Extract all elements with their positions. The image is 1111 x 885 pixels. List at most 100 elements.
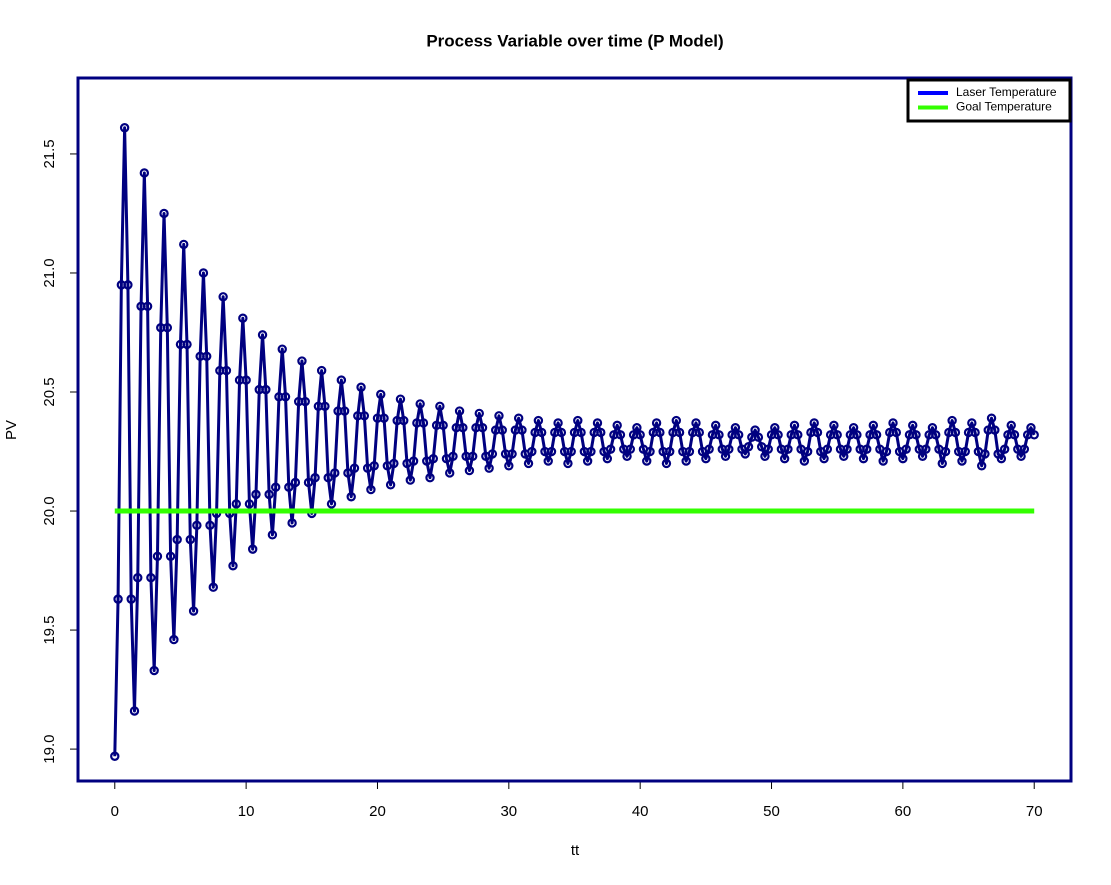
data-point [165, 551, 176, 561]
data-point [458, 423, 468, 433]
data-point [142, 301, 153, 312]
data-point [119, 123, 130, 133]
data-point [238, 313, 248, 323]
x-tick-label: 30 [500, 803, 517, 820]
data-point [881, 446, 892, 457]
y-tick-label: 21.5 [41, 139, 58, 168]
data-point [349, 463, 360, 473]
data-point [927, 423, 938, 433]
data-point [316, 365, 327, 376]
data-point [205, 520, 215, 531]
data-point [940, 446, 951, 457]
legend-box [906, 78, 1072, 123]
data-point [632, 423, 642, 433]
data-point [395, 394, 406, 404]
data-point [487, 449, 498, 459]
data-point [290, 477, 301, 488]
data-point [435, 401, 445, 411]
data-point [300, 396, 310, 407]
data-point [428, 453, 438, 464]
data-point [760, 451, 770, 461]
data-point [990, 425, 1000, 435]
data-point [241, 375, 251, 385]
data-point [448, 451, 458, 461]
data-point [888, 418, 898, 428]
plot-frame [76, 76, 1073, 783]
data-point [714, 430, 724, 440]
data-point [671, 415, 681, 426]
data-point [967, 418, 977, 428]
x-tick-label: 60 [895, 803, 912, 820]
data-point [284, 482, 294, 492]
data-point [957, 456, 967, 466]
y-tick-label: 19.0 [41, 734, 58, 763]
data-point [596, 427, 606, 438]
data-point [244, 499, 255, 509]
data-point [418, 418, 429, 428]
data-point [921, 444, 931, 454]
data-point [1026, 423, 1036, 433]
data-point [793, 430, 803, 440]
data-point [645, 446, 655, 457]
x-axis-title: tt [571, 842, 580, 859]
data-point [270, 482, 281, 492]
data-point [799, 456, 810, 466]
data-point [842, 444, 852, 454]
data-point [546, 446, 557, 457]
data-point [425, 473, 435, 483]
data-point [724, 444, 734, 454]
data-point [228, 561, 238, 571]
data-point [901, 444, 911, 454]
data-point [655, 427, 665, 438]
data-point [950, 427, 961, 438]
data-point [346, 492, 356, 502]
data-point [1006, 420, 1016, 431]
y-tick-label: 19.5 [41, 615, 58, 644]
data-point [192, 520, 202, 531]
data-point [369, 461, 379, 471]
data-point [1029, 430, 1039, 440]
data-point [494, 411, 504, 421]
data-point [563, 458, 573, 469]
data-point [704, 444, 714, 454]
x-tick-label: 20 [369, 803, 386, 820]
data-point [733, 430, 744, 440]
data-point [832, 430, 842, 440]
data-point [931, 430, 941, 440]
data-point [770, 423, 780, 433]
data-point [330, 468, 340, 478]
x-tick-label: 10 [238, 803, 255, 820]
x-tick-label: 0 [111, 803, 119, 820]
data-point [408, 456, 419, 466]
data-point [819, 453, 829, 464]
y-tick-label: 20.5 [41, 377, 58, 406]
data-point [523, 458, 534, 469]
data-point [681, 456, 691, 466]
data-point [533, 415, 544, 426]
data-point [297, 356, 307, 366]
data-point [789, 420, 800, 431]
data-point [802, 446, 813, 457]
data-point [740, 449, 750, 459]
data-point [123, 280, 133, 290]
data-point [379, 413, 389, 423]
data-point [970, 427, 980, 438]
data-point [947, 415, 957, 426]
data-point [566, 446, 576, 457]
data-point [576, 427, 586, 438]
y-tick-label: 21.0 [41, 258, 58, 287]
data-point [573, 415, 583, 426]
data-point [139, 168, 150, 178]
data-point [149, 665, 159, 676]
data-point [543, 456, 553, 466]
data-point [908, 420, 918, 431]
data-point [474, 408, 484, 419]
data-point [185, 534, 196, 545]
data-point [622, 451, 632, 461]
data-point [484, 463, 494, 473]
y-axis-title: PV [3, 420, 20, 440]
data-point [711, 420, 721, 431]
data-point [862, 444, 872, 454]
data-point [779, 453, 790, 464]
data-point [287, 518, 297, 528]
